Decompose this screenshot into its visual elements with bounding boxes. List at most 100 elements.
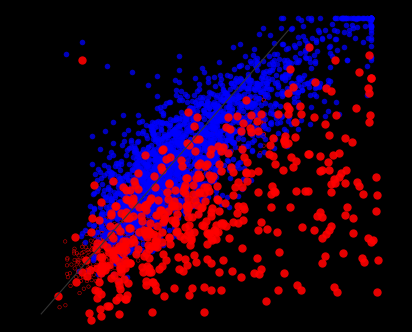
Point — [225, 110, 232, 115]
Point — [199, 65, 206, 70]
Point — [130, 175, 136, 180]
Point — [203, 162, 209, 167]
Point — [154, 201, 161, 206]
Point — [206, 127, 212, 132]
Point — [218, 97, 225, 102]
Point — [115, 278, 121, 284]
Point — [91, 253, 97, 258]
Point — [325, 33, 332, 39]
Point — [122, 215, 129, 220]
Point — [117, 264, 124, 269]
Point — [138, 165, 145, 170]
Point — [254, 255, 261, 260]
Point — [182, 91, 189, 97]
Point — [192, 175, 199, 181]
Point — [207, 146, 214, 152]
Point — [158, 207, 164, 212]
Point — [193, 114, 199, 119]
Point — [236, 64, 243, 69]
Point — [101, 172, 107, 178]
Point — [95, 237, 101, 242]
Point — [125, 234, 132, 239]
Point — [105, 236, 112, 242]
Point — [108, 150, 115, 155]
Point — [146, 231, 152, 237]
Point — [247, 100, 254, 105]
Point — [190, 184, 197, 189]
Point — [208, 260, 215, 265]
Point — [102, 195, 108, 200]
Point — [98, 212, 105, 217]
Point — [174, 167, 180, 172]
Point — [108, 208, 115, 213]
Point — [173, 149, 180, 154]
Point — [142, 208, 148, 213]
Point — [197, 147, 203, 152]
Point — [189, 175, 196, 181]
Point — [152, 120, 159, 125]
Point — [171, 150, 178, 155]
Point — [201, 156, 208, 161]
Point — [134, 154, 141, 160]
Point — [126, 245, 133, 250]
Point — [162, 186, 169, 191]
Point — [151, 223, 158, 229]
Point — [137, 227, 143, 233]
Point — [210, 115, 217, 120]
Point — [158, 137, 165, 142]
Point — [216, 104, 222, 109]
Point — [109, 271, 116, 276]
Point — [156, 168, 162, 174]
Point — [218, 145, 225, 150]
Point — [151, 157, 157, 162]
Point — [143, 163, 150, 168]
Point — [111, 190, 117, 195]
Point — [163, 208, 169, 213]
Point — [121, 214, 128, 219]
Point — [228, 113, 235, 118]
Point — [215, 117, 222, 123]
Point — [185, 206, 192, 211]
Point — [123, 206, 130, 211]
Point — [150, 152, 156, 157]
Point — [239, 177, 246, 182]
Point — [224, 91, 230, 96]
Point — [114, 215, 120, 221]
Point — [137, 202, 144, 208]
Point — [199, 164, 206, 170]
Point — [128, 247, 134, 252]
Point — [373, 290, 380, 295]
Point — [153, 233, 160, 239]
Point — [120, 213, 127, 218]
Point — [118, 180, 125, 186]
Point — [169, 174, 176, 179]
Point — [101, 267, 108, 272]
Point — [136, 157, 143, 162]
Point — [163, 207, 170, 212]
Point — [131, 180, 137, 186]
Point — [214, 125, 220, 130]
Point — [158, 123, 164, 128]
Point — [247, 129, 254, 134]
Point — [256, 152, 262, 157]
Point — [295, 74, 302, 80]
Point — [183, 124, 190, 129]
Point — [199, 165, 206, 171]
Point — [158, 164, 164, 169]
Point — [310, 227, 317, 233]
Point — [260, 131, 267, 137]
Point — [103, 205, 110, 210]
Point — [86, 267, 92, 273]
Point — [206, 179, 213, 184]
Point — [267, 110, 274, 115]
Point — [202, 103, 209, 108]
Point — [288, 154, 295, 159]
Point — [171, 176, 178, 182]
Point — [349, 139, 356, 144]
Point — [123, 147, 130, 152]
Point — [79, 250, 85, 256]
Point — [278, 90, 285, 96]
Point — [163, 178, 170, 184]
Point — [200, 161, 207, 166]
Point — [259, 77, 266, 83]
